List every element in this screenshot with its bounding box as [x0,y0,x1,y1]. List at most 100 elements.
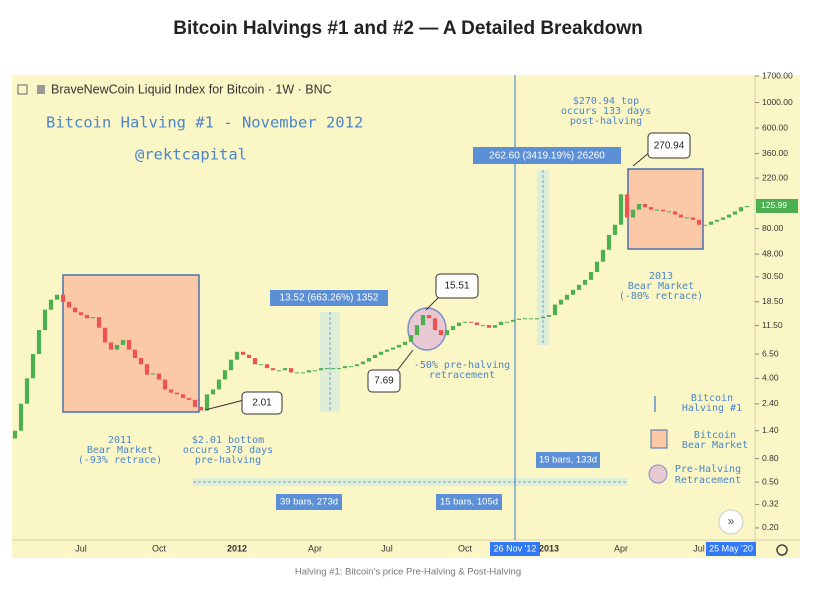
candle [594,261,600,272]
callout-label: 7.69 [374,376,394,387]
candle [102,327,108,343]
callout-pointer [425,295,441,311]
callout-pointer [395,349,414,373]
candle [606,234,612,250]
top-note: occurs 133 days [561,106,651,117]
candle [132,349,138,359]
candle [12,430,18,439]
x-tick-label: Jul [75,543,87,553]
candle [216,379,222,390]
candle [414,325,420,336]
candle [432,318,438,331]
candle [738,207,744,212]
retracement-circle [407,307,447,351]
candle [408,335,414,342]
candle [348,366,354,368]
candle [648,207,654,210]
candle [72,307,78,313]
candle [630,209,636,218]
candle [612,224,618,235]
candle [546,315,552,317]
candle [360,361,366,365]
candle [300,372,306,374]
retrace-note: retracement [429,370,495,381]
bear-note: 2013 [649,271,673,282]
y-tick-label: 4.00 [762,373,779,383]
legend-label: Bitcoin [694,430,736,441]
legend-label: Halving #1 [682,403,742,414]
candle [366,358,372,362]
bear-note: (-93% retrace) [78,455,162,466]
candle [66,301,72,308]
y-tick-label: 360.00 [762,148,788,158]
callout-label: 2.01 [252,398,272,409]
bars-label: 15 bars, 105d [440,497,498,508]
candle [24,378,30,404]
candle [492,325,498,328]
candle [174,392,180,395]
candle [90,317,96,319]
legend-label: Retracement [675,475,741,486]
bear-note: 2011 [108,435,132,446]
measure-label: 262.60 (3419.19%) 26260 [489,151,605,162]
last-price-box [756,198,798,213]
callout-box [367,369,401,393]
candle [180,394,186,398]
candle [456,322,462,326]
measure-label: 13.52 (663.26%) 1352 [280,293,379,304]
cursor-label: 25 May '20 [709,543,753,553]
candle [510,319,516,322]
bottom-note: occurs 378 days [183,445,273,456]
candle [378,351,384,355]
candle [258,364,264,366]
candle [192,399,198,407]
candle [252,358,258,365]
caption: Halving #1: Bitcoin's price Pre-Halving … [295,567,521,578]
candle [450,325,456,331]
candle [654,209,660,211]
y-tick-label: 2.40 [762,398,779,408]
bottom-note: pre-halving [195,455,261,466]
cursor-label: 26 Nov '12 [494,543,537,553]
candle [18,403,24,431]
candle [342,366,348,369]
candle [222,370,228,380]
candle [672,211,678,215]
candle [156,373,162,380]
bear-note: (-80% retrace) [619,291,703,302]
callout-pointer [632,151,651,167]
y-tick-label: 0.32 [762,499,779,509]
candle [666,211,672,213]
candle [306,370,312,373]
candle [186,397,192,400]
candle [744,205,750,208]
plot [12,194,750,439]
candle [246,354,252,359]
candle [588,271,594,280]
y-tick-label: 1.40 [762,425,779,435]
top-note: post-halving [570,116,642,127]
y-tick-label: 0.80 [762,453,779,463]
settings-icon[interactable] [776,544,788,556]
candle [522,318,528,320]
page-title: Bitcoin Halvings #1 and #2 — A Detailed … [173,18,643,39]
candle [708,221,714,225]
y-tick-label: 1000.00 [762,97,793,107]
candle [96,317,102,328]
candle [426,315,432,319]
candle [150,373,156,375]
candle [234,351,240,360]
candle [204,394,210,411]
scroll-button[interactable] [718,509,744,535]
candle [702,224,708,226]
candle [726,214,732,218]
y-tick-label: 6.50 [762,348,779,358]
candle [294,372,300,374]
candle [462,321,468,323]
candle [714,219,720,222]
y-tick-label: 80.00 [762,223,784,233]
candle [162,379,168,390]
candle [720,217,726,220]
callout-box [435,273,479,299]
candle [168,389,174,393]
